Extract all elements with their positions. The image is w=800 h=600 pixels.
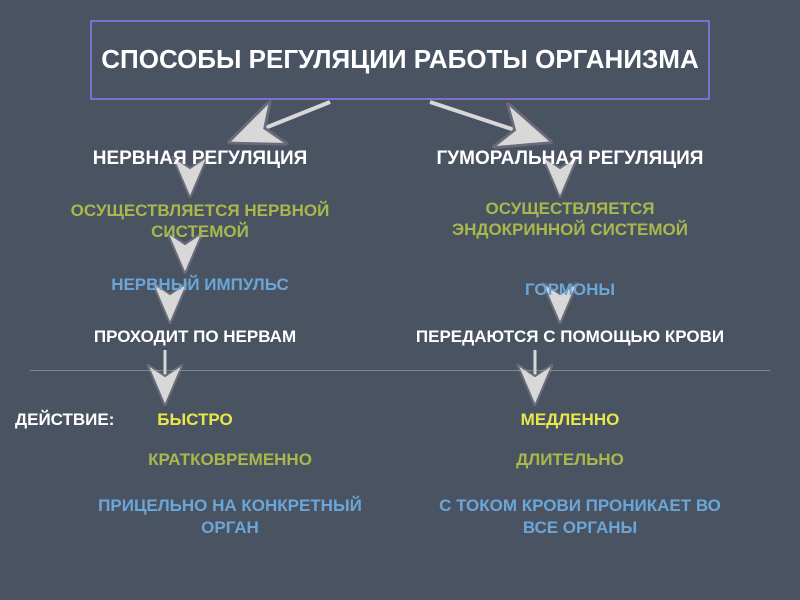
left-carrier: НЕРВНЫЙ ИМПУЛЬС <box>70 275 330 295</box>
left-transport: ПРОХОДИТ ПО НЕРВАМ <box>55 327 335 347</box>
left-speed: БЫСТРО <box>115 410 275 430</box>
left-heading: НЕРВНАЯ РЕГУЛЯЦИЯ <box>70 148 330 170</box>
right-target: С ТОКОМ КРОВИ ПРОНИКАЕТ ВО ВСЕ ОРГАНЫ <box>420 495 740 539</box>
right-heading: ГУМОРАЛЬНАЯ РЕГУЛЯЦИЯ <box>420 148 720 170</box>
right-speed: МЕДЛЕННО <box>440 410 700 430</box>
left-system: ОСУЩЕСТВЛЯЕТСЯ НЕРВНОЙ СИСТЕМОЙ <box>70 200 330 243</box>
right-carrier: ГОРМОНЫ <box>440 280 700 300</box>
right-duration: ДЛИТЕЛЬНО <box>440 450 700 470</box>
left-target: ПРИЦЕЛЬНО НА КОНКРЕТНЫЙ ОРГАН <box>90 495 370 539</box>
right-system: ОСУЩЕСТВЛЯЕТСЯ ЭНДОКРИННОЙ СИСТЕМОЙ <box>440 198 700 241</box>
title-text: СПОСОБЫ РЕГУЛЯЦИИ РАБОТЫ ОРГАНИЗМА <box>101 44 698 75</box>
diagram-title: СПОСОБЫ РЕГУЛЯЦИИ РАБОТЫ ОРГАНИЗМА <box>90 20 710 100</box>
divider-line <box>30 370 770 371</box>
left-duration: КРАТКОВРЕМЕННО <box>100 450 360 470</box>
right-transport: ПЕРЕДАЮТСЯ С ПОМОЩЬЮ КРОВИ <box>400 327 740 347</box>
